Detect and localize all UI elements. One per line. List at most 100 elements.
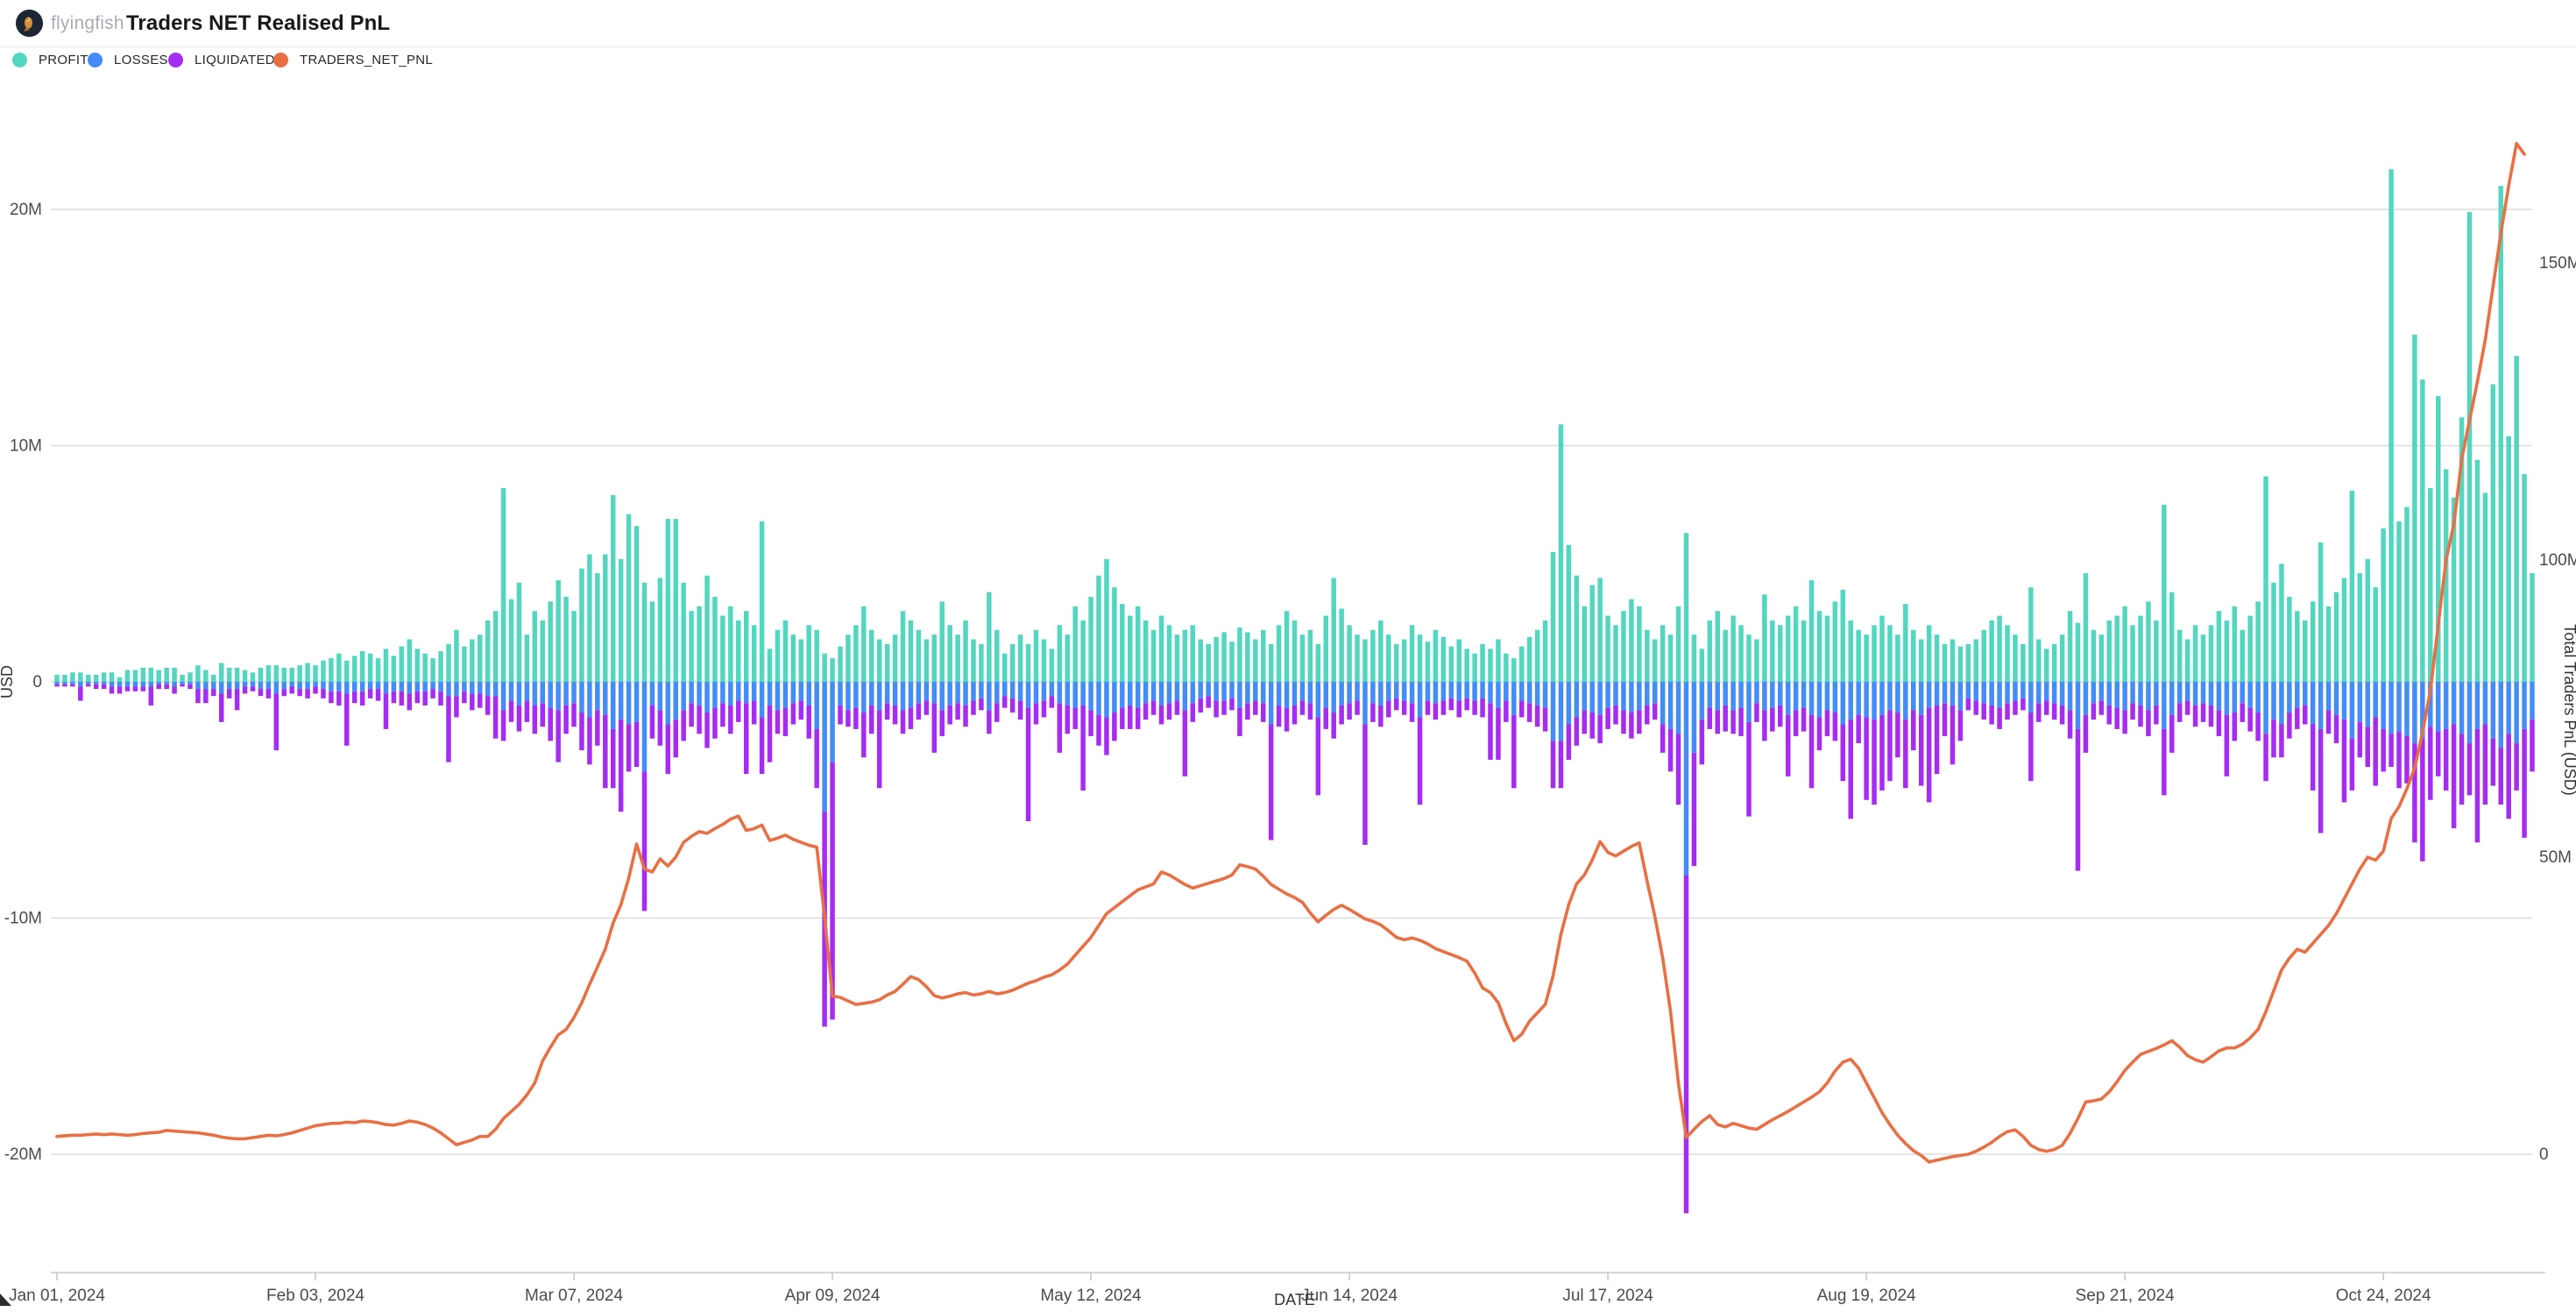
bar-liquidated[interactable]: [1456, 700, 1461, 718]
bar-profit[interactable]: [1307, 629, 1313, 682]
bar-liquidated[interactable]: [1589, 713, 1595, 739]
bar-losses[interactable]: [838, 682, 843, 706]
bar-profit[interactable]: [1401, 639, 1407, 682]
bar-profit[interactable]: [1582, 606, 1588, 682]
bar-liquidated[interactable]: [78, 686, 83, 701]
bar-losses[interactable]: [1534, 682, 1540, 706]
bar-profit[interactable]: [830, 658, 835, 682]
bar-losses[interactable]: [1965, 682, 1971, 699]
bar-liquidated[interactable]: [2184, 700, 2190, 715]
bar-liquidated[interactable]: [1511, 714, 1517, 789]
bar-liquidated[interactable]: [70, 684, 75, 687]
bar-liquidated[interactable]: [2075, 728, 2081, 871]
bar-liquidated[interactable]: [359, 691, 365, 706]
bar-liquidated[interactable]: [2318, 728, 2324, 833]
bar-profit[interactable]: [1347, 625, 1352, 682]
bar-losses[interactable]: [172, 682, 177, 687]
bar-liquidated[interactable]: [124, 686, 131, 691]
bar-profit[interactable]: [1315, 643, 1321, 682]
bar-liquidated[interactable]: [1934, 705, 1940, 775]
bar-losses[interactable]: [1879, 682, 1885, 715]
bar-profit[interactable]: [1519, 646, 1525, 682]
bar-profit[interactable]: [2232, 606, 2238, 682]
bar-liquidated[interactable]: [109, 686, 115, 694]
bar-profit[interactable]: [1566, 544, 1572, 682]
bar-profit[interactable]: [359, 650, 365, 682]
bar-profit[interactable]: [1292, 620, 1298, 682]
bar-losses[interactable]: [1425, 682, 1431, 701]
bar-liquidated[interactable]: [524, 700, 530, 722]
bar-profit[interactable]: [1605, 615, 1610, 682]
bar-losses[interactable]: [1448, 682, 1454, 699]
bar-losses[interactable]: [1699, 682, 1705, 720]
bar-losses[interactable]: [1001, 682, 1008, 697]
bar-losses[interactable]: [1049, 682, 1055, 697]
bar-liquidated[interactable]: [2059, 705, 2065, 725]
bar-losses[interactable]: [1778, 682, 1783, 706]
bar-profit[interactable]: [2005, 625, 2010, 682]
bar-profit[interactable]: [924, 639, 930, 682]
bar-losses[interactable]: [242, 682, 248, 687]
bar-profit[interactable]: [1973, 639, 1979, 682]
bar-losses[interactable]: [1104, 682, 1109, 718]
bar-profit[interactable]: [1120, 604, 1125, 682]
bar-profit[interactable]: [987, 592, 992, 682]
bar-losses[interactable]: [814, 682, 819, 729]
bar-profit[interactable]: [1206, 643, 1211, 682]
bar-liquidated[interactable]: [1472, 700, 1477, 715]
bar-profit[interactable]: [62, 674, 67, 682]
bar-losses[interactable]: [351, 682, 357, 691]
bar-losses[interactable]: [775, 682, 781, 711]
bar-profit[interactable]: [344, 660, 350, 682]
bar-profit[interactable]: [1323, 615, 1329, 682]
bar-losses[interactable]: [1652, 682, 1658, 704]
bar-losses[interactable]: [1918, 682, 1924, 715]
bar-losses[interactable]: [1065, 682, 1070, 706]
bar-liquidated[interactable]: [838, 705, 843, 725]
bar-profit[interactable]: [1542, 620, 1548, 682]
bar-profit[interactable]: [109, 672, 115, 682]
bar-profit[interactable]: [70, 672, 75, 682]
bar-losses[interactable]: [1973, 682, 1979, 701]
bar-liquidated[interactable]: [1339, 705, 1344, 725]
bar-losses[interactable]: [1848, 682, 1853, 720]
bar-liquidated[interactable]: [2091, 703, 2097, 720]
bar-losses[interactable]: [1112, 682, 1117, 713]
bar-losses[interactable]: [2420, 682, 2425, 739]
bar-profit[interactable]: [2271, 582, 2276, 682]
bar-losses[interactable]: [782, 682, 789, 708]
legend-item-liquidated[interactable]: LIQUIDATED: [168, 53, 275, 67]
bar-losses[interactable]: [2279, 682, 2284, 725]
bar-profit[interactable]: [93, 674, 99, 682]
bar-profit[interactable]: [806, 625, 811, 682]
bar-profit[interactable]: [1276, 625, 1282, 682]
bar-liquidated[interactable]: [775, 710, 781, 734]
bar-liquidated[interactable]: [156, 684, 161, 690]
bar-profit[interactable]: [2208, 625, 2214, 682]
bar-losses[interactable]: [1355, 682, 1360, 701]
bar-liquidated[interactable]: [2013, 700, 2018, 715]
bar-losses[interactable]: [1957, 682, 1964, 711]
bar-losses[interactable]: [1667, 682, 1674, 729]
bar-liquidated[interactable]: [1770, 707, 1775, 732]
bar-profit[interactable]: [626, 514, 632, 682]
bar-profit[interactable]: [2530, 573, 2535, 682]
bar-liquidated[interactable]: [2333, 714, 2339, 744]
bar-profit[interactable]: [258, 667, 264, 682]
bar-losses[interactable]: [916, 682, 922, 704]
bar-liquidated[interactable]: [500, 710, 506, 741]
bar-liquidated[interactable]: [1832, 713, 1838, 741]
bar-losses[interactable]: [2325, 682, 2332, 711]
bar-liquidated[interactable]: [626, 724, 632, 772]
bar-losses[interactable]: [1872, 682, 1877, 720]
bar-losses[interactable]: [454, 682, 459, 697]
bar-profit[interactable]: [1801, 620, 1807, 682]
bar-losses[interactable]: [281, 682, 287, 690]
bar-liquidated[interactable]: [798, 700, 804, 720]
bar-losses[interactable]: [641, 682, 648, 772]
bar-profit[interactable]: [132, 670, 138, 682]
bar-losses[interactable]: [2098, 682, 2105, 701]
bar-losses[interactable]: [1730, 682, 1736, 711]
bar-losses[interactable]: [289, 682, 294, 687]
bar-profit[interactable]: [1190, 625, 1196, 682]
